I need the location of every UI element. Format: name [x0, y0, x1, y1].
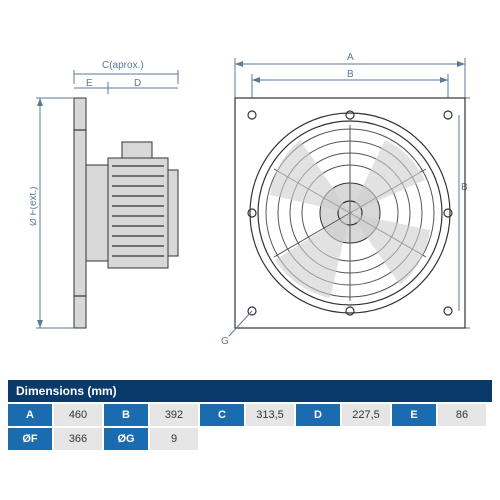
cell-value: 313,5 — [246, 404, 294, 426]
cell-value: 392 — [150, 404, 198, 426]
label-e: E — [86, 78, 93, 89]
table-row: ØF366ØG9 — [8, 428, 492, 450]
cell-header: ØG — [104, 428, 148, 450]
cell-header: C — [200, 404, 244, 426]
cell-value: 366 — [54, 428, 102, 450]
label-g: G — [221, 336, 229, 347]
side-view: C(aprox.) E D Ø F( — [30, 60, 178, 328]
cell-header: E — [392, 404, 436, 426]
label-phif: Ø F(ext.) — [30, 187, 39, 226]
cell-header: ØF — [8, 428, 52, 450]
technical-drawing: C(aprox.) E D Ø F( — [30, 30, 470, 370]
drawing-svg: C(aprox.) E D Ø F( — [30, 30, 470, 370]
table-row: A460B392C313,5D227,5E86 — [8, 404, 492, 426]
cell-header: B — [104, 404, 148, 426]
cell-header: A — [8, 404, 52, 426]
label-b-top: B — [347, 69, 354, 80]
front-view: A B A B — [221, 52, 470, 347]
label-c: C(aprox.) — [102, 60, 144, 71]
cell-value: 9 — [150, 428, 198, 450]
table-title: Dimensions (mm) — [8, 380, 492, 402]
dimensions-table: Dimensions (mm) A460B392C313,5D227,5E86Ø… — [8, 380, 492, 450]
label-a-top: A — [347, 52, 354, 63]
cell-value: 86 — [438, 404, 486, 426]
cell-header: D — [296, 404, 340, 426]
label-d: D — [134, 78, 141, 89]
cell-value: 460 — [54, 404, 102, 426]
cell-value: 227,5 — [342, 404, 390, 426]
